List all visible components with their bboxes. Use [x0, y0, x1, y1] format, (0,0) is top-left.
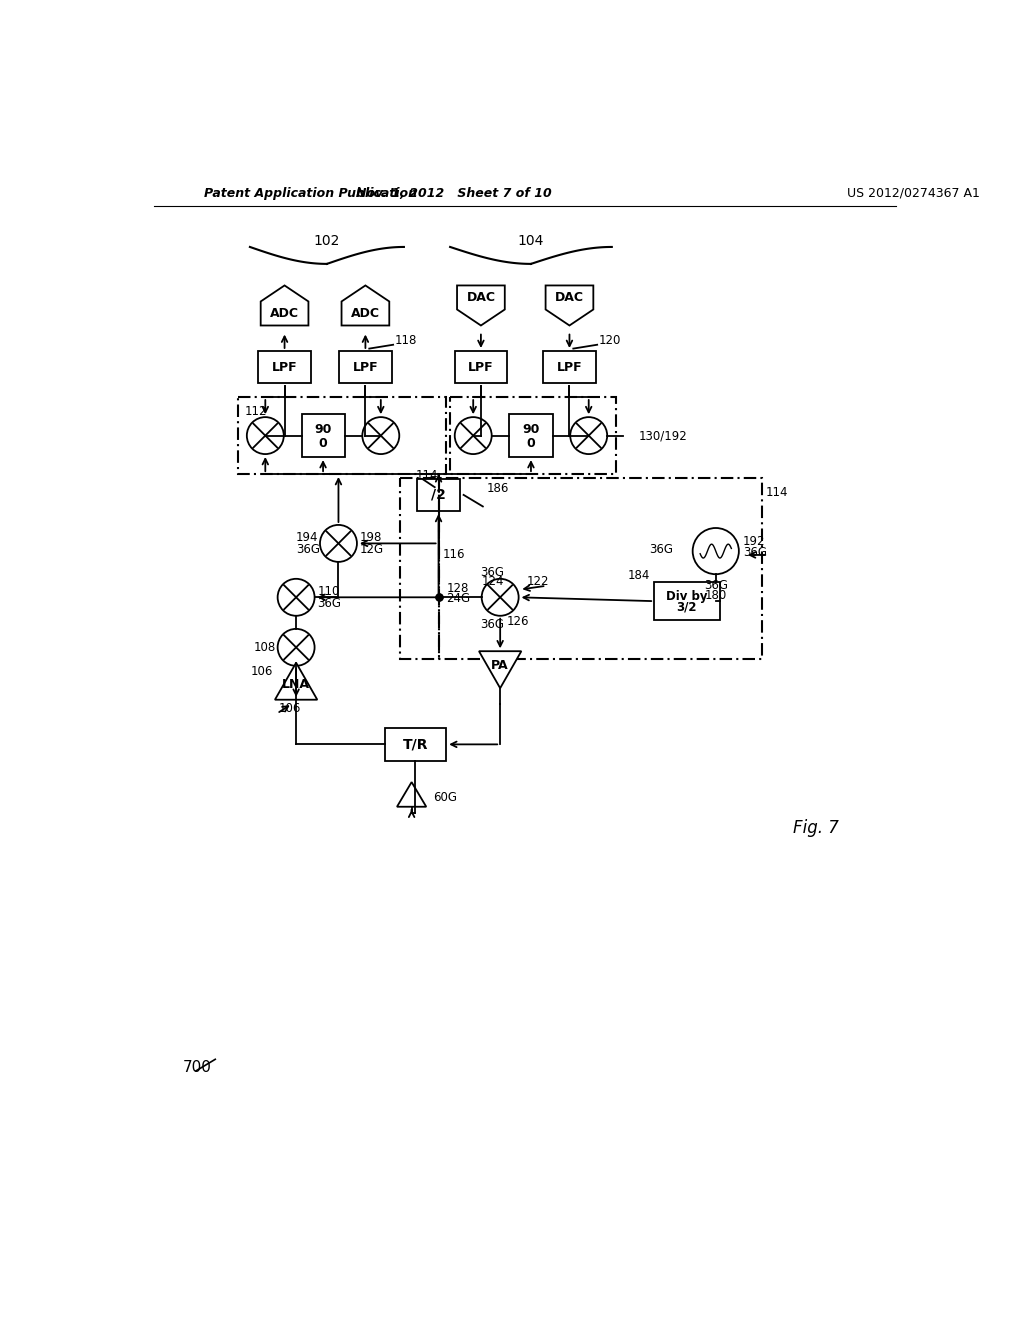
Text: 24G: 24G [446, 593, 470, 606]
Text: 60G: 60G [433, 791, 457, 804]
Text: LPF: LPF [352, 360, 378, 374]
Text: 36G: 36G [480, 618, 505, 631]
Circle shape [278, 628, 314, 665]
Text: 0: 0 [526, 437, 536, 450]
Text: 186: 186 [486, 482, 509, 495]
Text: ADC: ADC [351, 308, 380, 319]
Text: T/R: T/R [402, 738, 428, 751]
Bar [509, 414, 553, 457]
Text: 104: 104 [518, 234, 544, 248]
Text: PA: PA [492, 660, 509, 672]
Text: LPF: LPF [271, 360, 297, 374]
Text: 36G: 36G [296, 543, 321, 556]
Text: /2: /2 [431, 488, 446, 502]
Text: 36G: 36G [317, 597, 342, 610]
Text: Div by: Div by [667, 590, 708, 603]
Text: 114: 114 [766, 486, 788, 499]
Circle shape [692, 528, 739, 574]
Text: Nov. 1, 2012   Sheet 7 of 10: Nov. 1, 2012 Sheet 7 of 10 [356, 186, 552, 199]
Text: 36G: 36G [742, 546, 767, 560]
Text: 128: 128 [446, 582, 469, 594]
Text: 114: 114 [416, 469, 438, 482]
Circle shape [319, 525, 357, 562]
Text: LPF: LPF [557, 360, 583, 374]
Text: 0: 0 [318, 437, 328, 450]
Text: DAC: DAC [466, 290, 496, 304]
Text: 36G: 36G [703, 579, 728, 593]
Text: 90: 90 [314, 422, 332, 436]
Bar [418, 479, 460, 511]
Text: 122: 122 [527, 576, 550, 589]
Bar [654, 582, 720, 620]
Text: 36G: 36G [649, 543, 674, 556]
Bar [455, 351, 507, 383]
Circle shape [481, 578, 518, 615]
Text: 102: 102 [313, 234, 340, 248]
Text: LPF: LPF [468, 360, 494, 374]
Text: 108: 108 [254, 640, 276, 653]
Polygon shape [261, 285, 308, 326]
Text: 90: 90 [522, 422, 540, 436]
Bar [258, 351, 310, 383]
Text: 184: 184 [628, 569, 650, 582]
Bar [385, 729, 446, 760]
Circle shape [362, 417, 399, 454]
Circle shape [247, 417, 284, 454]
Text: LNA: LNA [282, 678, 310, 692]
Polygon shape [274, 663, 317, 700]
Text: 116: 116 [442, 548, 465, 561]
Bar [400, 478, 762, 659]
Text: 700: 700 [183, 1060, 212, 1074]
Bar [339, 351, 391, 383]
Text: 192: 192 [742, 536, 765, 548]
Text: 106: 106 [279, 702, 301, 715]
Text: 130/192: 130/192 [639, 429, 687, 442]
Text: 106: 106 [251, 665, 273, 678]
Text: DAC: DAC [555, 290, 584, 304]
Text: 126: 126 [506, 615, 528, 628]
Polygon shape [457, 285, 505, 326]
Bar [239, 397, 446, 474]
Text: 36G: 36G [480, 566, 505, 579]
Text: 112: 112 [245, 405, 267, 418]
Text: Fig. 7: Fig. 7 [793, 820, 839, 837]
Circle shape [278, 578, 314, 615]
Text: 110: 110 [317, 585, 340, 598]
Text: ADC: ADC [270, 308, 299, 319]
Polygon shape [342, 285, 389, 326]
Bar [301, 414, 345, 457]
Circle shape [570, 417, 607, 454]
Polygon shape [546, 285, 593, 326]
Text: 120: 120 [599, 334, 622, 347]
Text: 198: 198 [360, 531, 382, 544]
Text: 194: 194 [296, 531, 318, 544]
Circle shape [455, 417, 492, 454]
Text: 124: 124 [481, 576, 504, 589]
Bar [544, 351, 596, 383]
Text: Patent Application Publication: Patent Application Publication [204, 186, 417, 199]
Text: US 2012/0274367 A1: US 2012/0274367 A1 [847, 186, 980, 199]
Text: 12G: 12G [360, 543, 384, 556]
Text: 3/2: 3/2 [677, 601, 697, 614]
Polygon shape [479, 651, 521, 688]
Text: 118: 118 [394, 334, 417, 347]
Bar [451, 397, 615, 474]
Text: 180: 180 [705, 589, 727, 602]
